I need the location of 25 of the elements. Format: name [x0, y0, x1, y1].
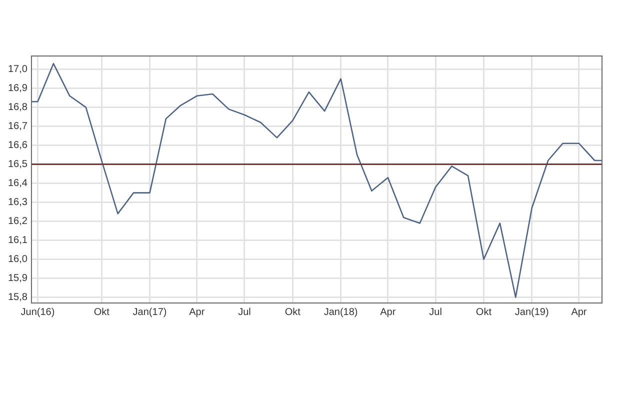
y-tick-label: 17,0	[8, 64, 28, 76]
y-tick-label: 16,9	[8, 83, 28, 94]
x-tick-label: Jan(19)	[514, 306, 549, 318]
y-tick-label: 15,8	[8, 292, 28, 304]
y-tick-label: 16,1	[8, 235, 28, 246]
y-tick-label: 15,9	[8, 273, 28, 284]
y-tick-label: 16,8	[8, 102, 28, 114]
x-tick-label: Apr	[571, 306, 588, 318]
y-tick-label: 16,5	[8, 159, 28, 170]
x-tick-label: Apr	[380, 306, 396, 318]
x-tick-label: Jul	[429, 306, 442, 318]
x-tick-label: Okt	[284, 306, 301, 318]
y-tick-label: 16,0	[8, 254, 28, 266]
x-tick-label: Apr	[189, 306, 206, 318]
y-tick-label: 16,2	[8, 216, 28, 228]
x-tick-label: Okt	[94, 306, 110, 318]
y-tick-label: 16,7	[8, 121, 28, 132]
x-tick-label: Okt	[476, 306, 492, 318]
x-tick-label: Jul	[238, 306, 251, 318]
y-tick-label: 16,6	[8, 140, 28, 152]
y-tick-label: 16,3	[8, 197, 28, 208]
x-tick-label: Jan(17)	[132, 306, 167, 318]
x-tick-label: Jan(18)	[324, 306, 358, 318]
x-tick-label: Jun(16)	[20, 306, 55, 318]
y-tick-label: 16,4	[8, 178, 28, 190]
